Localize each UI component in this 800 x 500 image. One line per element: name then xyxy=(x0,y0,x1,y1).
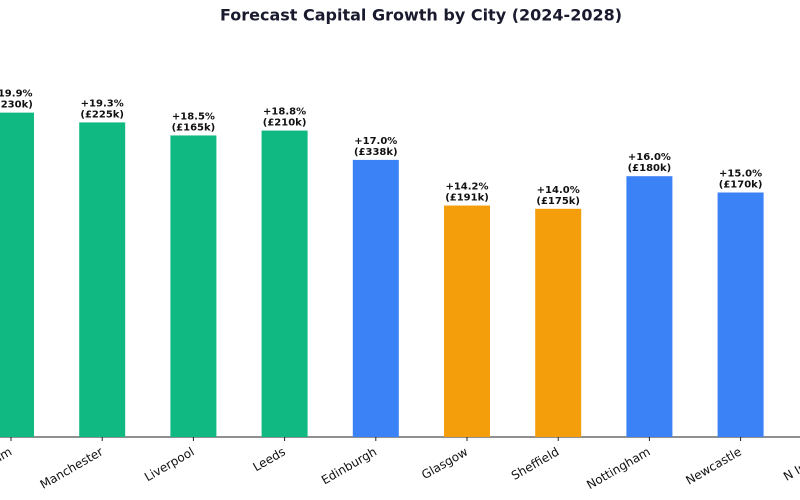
price-label: (£191k) xyxy=(445,193,489,204)
value-label: +19.3% xyxy=(81,98,124,109)
bar xyxy=(444,205,490,437)
bar xyxy=(79,122,126,437)
chart-title: Forecast Capital Growth by City (2024-20… xyxy=(220,6,622,25)
value-label: +16.0% xyxy=(628,152,671,163)
x-tick-label: Birmingham xyxy=(0,445,14,494)
price-label: (£180k) xyxy=(628,163,672,174)
bar xyxy=(0,112,34,437)
price-label: (£175k) xyxy=(536,196,580,207)
x-tick-label: Newcastle xyxy=(683,445,744,488)
value-label: +18.8% xyxy=(263,107,306,118)
x-tick-label: Manchester xyxy=(38,444,106,491)
x-tick-label: Leeds xyxy=(250,445,287,475)
price-label: (£230k) xyxy=(0,100,33,111)
bar xyxy=(535,208,582,437)
value-label: +18.5% xyxy=(172,111,215,122)
x-tick-label: Nottingham xyxy=(584,445,652,493)
price-label: (£210k) xyxy=(263,118,307,129)
bar xyxy=(626,176,673,437)
value-label: +14.0% xyxy=(537,185,580,196)
bar xyxy=(170,135,217,437)
x-tick-label: Edinburgh xyxy=(319,445,379,488)
bar xyxy=(352,159,399,437)
bar xyxy=(261,130,308,437)
x-tick-label: Sheffield xyxy=(509,445,562,483)
bar xyxy=(717,192,764,437)
x-tick-label: Glasgow xyxy=(419,444,470,482)
x-tick-label: Liverpool xyxy=(142,445,197,485)
value-label: +19.9% xyxy=(0,89,33,100)
price-label: (£170k) xyxy=(719,180,763,191)
price-label: (£165k) xyxy=(172,122,216,133)
price-label: (£338k) xyxy=(354,147,398,158)
value-label: +17.0% xyxy=(354,136,397,147)
value-label: +14.2% xyxy=(445,182,488,193)
value-label: +15.0% xyxy=(719,169,762,180)
price-label: (£225k) xyxy=(80,109,124,120)
x-tick-label: N Ireland xyxy=(781,445,800,484)
